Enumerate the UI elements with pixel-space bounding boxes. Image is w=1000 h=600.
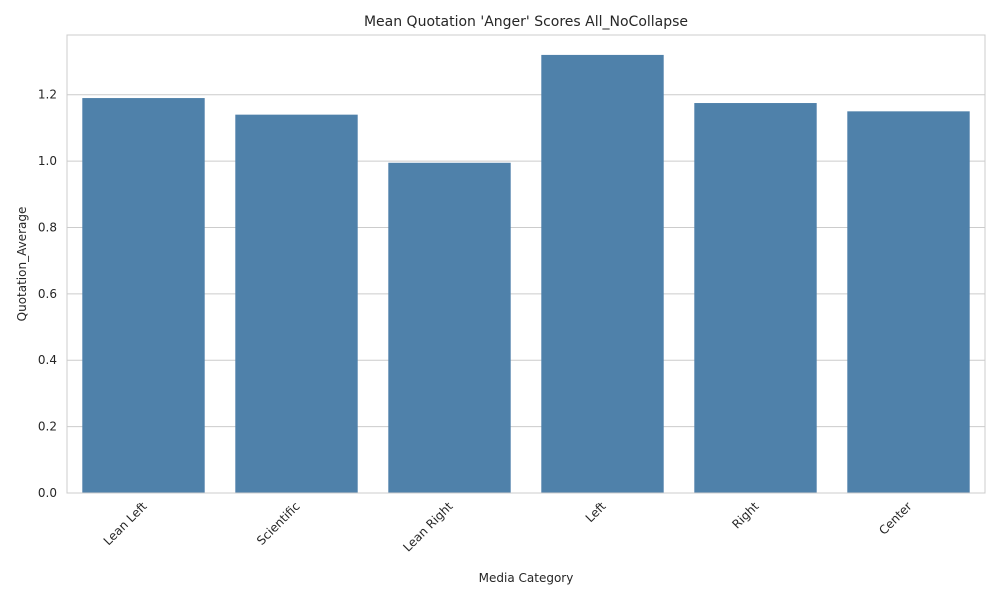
- bar-lean-left: [82, 98, 205, 493]
- gridlines: [67, 94, 985, 494]
- plot-frame: [66, 34, 986, 494]
- x-tick-label: Right: [729, 499, 761, 531]
- y-tick-labels: 0.0 0.2 0.4 0.6 0.8 1.0 1.2: [38, 88, 57, 500]
- bar-right: [694, 103, 817, 494]
- bar-lean-right: [388, 162, 511, 493]
- x-tick-label: Scientific: [254, 499, 303, 548]
- x-tick-labels: Lean Left Scientific Lean Right Left Right Ce…: [101, 499, 915, 555]
- bar-scientific: [235, 114, 358, 494]
- x-tick-label: Lean Right: [400, 499, 456, 555]
- bar-center: [847, 111, 970, 493]
- x-tick-label: Center: [876, 499, 915, 538]
- y-tick-label: 0.0: [38, 486, 57, 500]
- y-tick-label: 1.2: [38, 88, 57, 102]
- y-tick-label: 0.8: [38, 220, 57, 234]
- y-tick-label: 1.0: [38, 154, 57, 168]
- y-tick-label: 0.2: [38, 420, 57, 434]
- y-tick-label: 0.4: [38, 353, 57, 367]
- x-tick-label: Lean Left: [101, 499, 150, 548]
- bars: [82, 54, 970, 494]
- y-axis-label: Quotation_Average: [15, 207, 29, 322]
- x-axis-label: Media Category: [479, 571, 574, 585]
- chart-title: Mean Quotation 'Anger' Scores All_NoColl…: [364, 14, 688, 30]
- bar-left: [541, 54, 664, 493]
- y-tick-label: 0.6: [38, 287, 57, 301]
- x-tick-label: Left: [583, 499, 609, 525]
